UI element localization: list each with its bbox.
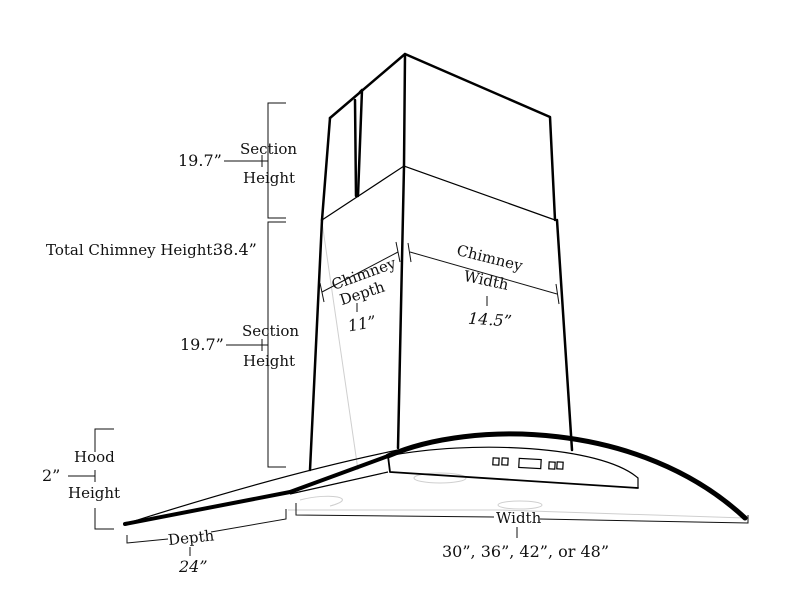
control-button <box>501 457 509 466</box>
hood-height-value: 2” <box>42 466 60 485</box>
total-chimney-label: Total Chimney Height: <box>46 241 217 259</box>
chimney-depth-value: 11” <box>346 312 377 336</box>
lower-section-label-line1: Section <box>242 322 299 340</box>
chimney-width-dimension: Chimney Width 14.5” <box>407 241 560 331</box>
hood-depth-value: 24” <box>178 557 208 576</box>
hood-width-label: Width <box>496 509 542 527</box>
upper-section-bracket: 19.7” Section Height <box>178 102 297 219</box>
upper-section-label-line1: Section <box>240 140 297 158</box>
hood-canopy <box>123 431 748 526</box>
upper-section-value: 19.7” <box>178 151 222 170</box>
hood-width-value: 30”, 36”, 42”, or 48” <box>442 542 609 561</box>
total-chimney-height: Total Chimney Height: 38.4” <box>46 240 257 259</box>
lower-section-bracket: 19.7” Section Height <box>180 221 299 468</box>
hood-depth-dimension: Depth 24” <box>126 509 287 576</box>
hood-height-bracket: Hood 2” Height <box>42 428 120 530</box>
chimney-upper-section <box>320 52 557 222</box>
chimney-width-label-line2: Width <box>462 267 510 294</box>
control-button <box>548 461 556 470</box>
control-display <box>518 457 542 470</box>
control-button <box>492 457 500 466</box>
control-button <box>556 461 564 470</box>
lower-section-label-line2: Height <box>243 352 295 370</box>
upper-section-label-line2: Height <box>243 169 295 187</box>
chimney-width-value: 14.5” <box>467 309 512 331</box>
hood-height-label-line2: Height <box>68 484 120 502</box>
chimney-lower-section <box>308 164 574 472</box>
lower-section-value: 19.7” <box>180 335 224 354</box>
hood-width-dimension: Width 30”, 36”, 42”, or 48” <box>295 503 749 561</box>
control-panel <box>492 457 564 470</box>
hood-depth-label: Depth <box>167 526 215 549</box>
hood-height-label-line1: Hood <box>74 448 115 466</box>
total-chimney-value: 38.4” <box>213 240 257 259</box>
